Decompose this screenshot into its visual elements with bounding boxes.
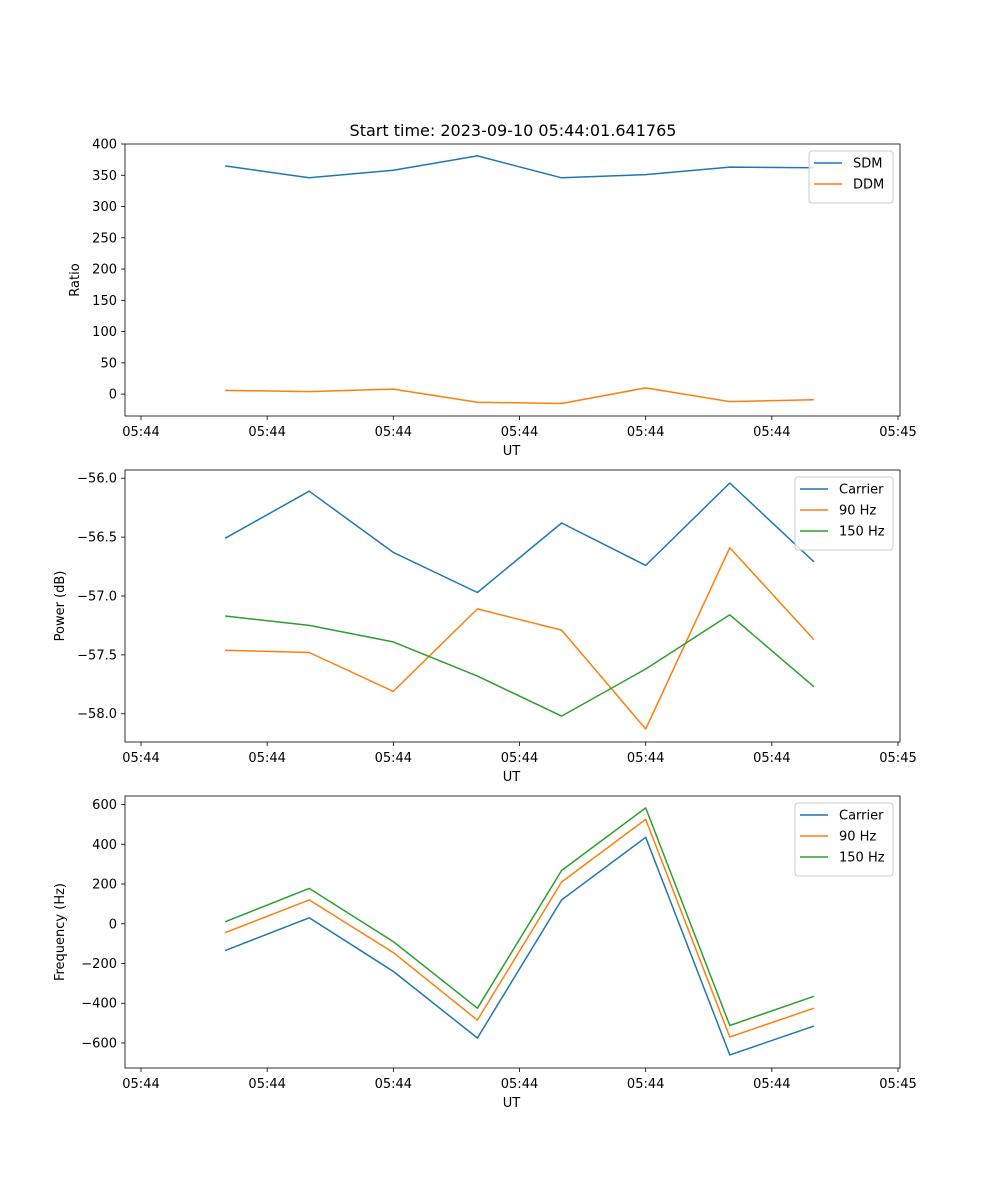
legend-label: 150 Hz <box>839 851 885 866</box>
x-tick-label: 05:44 <box>753 751 790 766</box>
y-tick-label: 300 <box>92 200 117 215</box>
legend-label: Carrier <box>839 483 884 498</box>
x-tick-label: 05:44 <box>122 1077 159 1092</box>
y-tick-label: 50 <box>100 356 117 371</box>
y-tick-label: 350 <box>92 169 117 184</box>
y-tick-label: 250 <box>92 231 117 246</box>
x-axis-label: UT <box>503 770 521 785</box>
series-line-150-hz <box>225 614 815 717</box>
y-tick-label: −400 <box>81 997 117 1012</box>
x-tick-label: 05:44 <box>122 425 159 440</box>
y-tick-label: 200 <box>92 263 117 278</box>
y-tick-label: −56.0 <box>77 472 117 487</box>
y-tick-label: −58.0 <box>77 707 117 722</box>
x-tick-label: 05:44 <box>627 1077 664 1092</box>
y-axis-label: Frequency (Hz) <box>53 883 68 981</box>
legend: Carrier 90 Hz 150 Hz <box>794 476 894 551</box>
x-tick-label: 05:45 <box>879 751 916 766</box>
x-tick-label: 05:44 <box>248 425 285 440</box>
x-tick-label: 05:44 <box>375 1077 412 1092</box>
x-axis-label: UT <box>503 444 521 459</box>
chart-panel-2: 05:44 05:44 05:44 05:44 05:44 05:44 05:45 −58.0… <box>53 469 917 785</box>
figure-title: Start time: 2023-09-10 05:44:01.641765 <box>350 121 677 140</box>
chart-panel-1: 05:44 05:44 05:44 05:44 05:44 05:44 05:45 0 50 10… <box>68 138 917 460</box>
legend: SDM DDM <box>808 150 894 204</box>
series-line-150-hz <box>224 807 815 1027</box>
series-line-90-hz <box>224 818 815 1038</box>
y-tick-label: 400 <box>92 138 117 153</box>
x-tick-label: 05:45 <box>879 425 916 440</box>
x-tick-label: 05:44 <box>753 425 790 440</box>
series-line-ddm <box>225 387 814 405</box>
y-tick-label: 0 <box>109 388 117 403</box>
y-tick-label: 0 <box>109 917 117 932</box>
x-tick-label: 05:44 <box>248 1077 285 1092</box>
y-tick-label: −57.0 <box>77 589 117 604</box>
axes-frame <box>124 469 901 743</box>
y-tick-label: 600 <box>92 798 117 813</box>
x-tick-label: 05:44 <box>627 425 664 440</box>
legend-label: 90 Hz <box>839 830 876 845</box>
x-tick-label: 05:44 <box>627 751 664 766</box>
legend-box <box>808 150 894 204</box>
series-line-sdm <box>224 155 814 179</box>
legend-label: SDM <box>853 157 882 172</box>
series-line-carrier <box>224 482 815 594</box>
x-tick-label: 05:45 <box>879 1077 916 1092</box>
legend-label: DDM <box>853 178 884 193</box>
y-tick-label: 400 <box>92 838 117 853</box>
axes-frame <box>124 143 901 417</box>
x-tick-label: 05:44 <box>753 1077 790 1092</box>
y-axis-label: Ratio <box>68 263 83 296</box>
y-tick-label: 100 <box>92 325 117 340</box>
legend-label: Carrier <box>839 809 884 824</box>
x-tick-label: 05:44 <box>501 1077 538 1092</box>
x-axis-label: UT <box>503 1096 521 1111</box>
axes-frame <box>124 795 901 1069</box>
y-tick-label: −200 <box>81 957 117 972</box>
series-line-90-hz <box>225 546 815 730</box>
y-tick-label: −56.5 <box>77 531 117 546</box>
legend-label: 90 Hz <box>839 504 876 519</box>
y-tick-label: 150 <box>92 294 117 309</box>
legend-label: 150 Hz <box>839 525 885 540</box>
y-axis-label: Power (dB) <box>53 571 68 642</box>
x-tick-label: 05:44 <box>375 751 412 766</box>
y-tick-label: 200 <box>92 878 117 893</box>
x-tick-label: 05:44 <box>501 425 538 440</box>
legend: Carrier 90 Hz 150 Hz <box>794 802 894 877</box>
y-tick-label: −600 <box>81 1036 117 1051</box>
x-tick-label: 05:44 <box>501 751 538 766</box>
x-tick-label: 05:44 <box>375 425 412 440</box>
x-tick-label: 05:44 <box>122 751 159 766</box>
series-line-carrier <box>224 836 815 1056</box>
y-tick-label: −57.5 <box>77 648 117 663</box>
x-tick-label: 05:44 <box>248 751 285 766</box>
chart-panel-3: 05:44 05:44 05:44 05:44 05:44 05:44 05:45 −600 −… <box>53 795 917 1111</box>
